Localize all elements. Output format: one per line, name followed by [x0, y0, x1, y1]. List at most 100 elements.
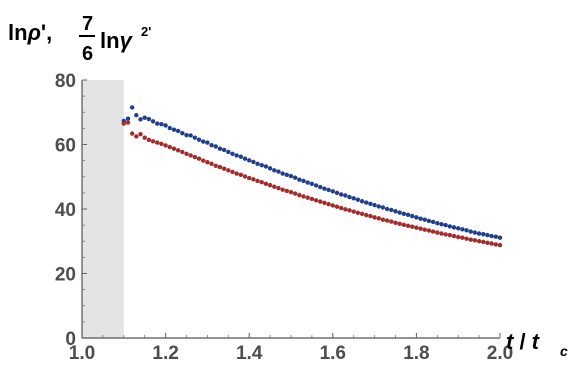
data-point-series-1: [267, 166, 273, 171]
data-point-series-2: [184, 151, 189, 157]
data-point-series-2: [456, 234, 461, 240]
data-point-series-2: [468, 237, 473, 242]
data-point-series-2: [272, 184, 277, 189]
y-label-frac-num: 7: [82, 13, 93, 35]
data-point-series-2: [414, 225, 419, 230]
y-tick-label: 60: [55, 136, 76, 157]
data-point-series-2: [297, 192, 302, 198]
data-point-series-1: [334, 190, 340, 196]
data-point-series-1: [359, 199, 365, 204]
data-point-series-1: [230, 151, 235, 157]
data-point-series-2: [288, 190, 294, 195]
data-point-series-1: [447, 224, 453, 229]
ticks: 1.0 1.2 1.4 1.6 1.8 2.0 0 20 40 60 80: [55, 71, 513, 364]
y-label-frac-den: 6: [82, 43, 93, 65]
data-point-series-1: [297, 177, 302, 182]
data-point-series-2: [209, 161, 214, 167]
data-point-series-2: [213, 163, 218, 168]
data-point-series-2: [234, 171, 239, 176]
data-point-series-2: [259, 180, 264, 185]
data-point-series-1: [451, 225, 457, 230]
data-point-series-1: [343, 193, 348, 198]
data-point-series-1: [397, 210, 402, 215]
data-point-series-2: [230, 169, 235, 175]
data-point-series-2: [397, 221, 402, 227]
data-point-series-1: [414, 215, 419, 220]
svg-text:lnρ',: lnρ',: [8, 20, 52, 45]
data-point-series-2: [267, 182, 273, 188]
data-point-series-2: [247, 175, 252, 181]
data-point-series-1: [430, 219, 436, 225]
data-point-series-2: [447, 232, 453, 238]
data-point-series-2: [301, 194, 306, 199]
data-point-series-1: [226, 149, 231, 155]
data-point-series-1: [163, 123, 168, 128]
data-point-series-1: [322, 186, 327, 191]
x-label-slash: /: [513, 329, 531, 354]
y-label-ln2: ln: [100, 28, 120, 53]
data-point-series-1: [305, 180, 310, 185]
data-point-series-2: [443, 232, 448, 237]
data-point-series-1: [292, 175, 298, 180]
data-point-series-2: [368, 213, 373, 219]
data-point-series-1: [138, 117, 143, 122]
data-point-series-1: [146, 116, 152, 122]
data-point-series-2: [439, 231, 444, 236]
data-point-series-1: [318, 184, 323, 190]
data-point-series-1: [384, 206, 390, 212]
data-point-series-2: [343, 207, 348, 212]
data-point-series-2: [497, 242, 503, 248]
data-point-series-2: [280, 187, 285, 192]
data-point-series-2: [318, 199, 323, 204]
data-point-series-2: [464, 236, 469, 241]
data-point-series-1: [351, 196, 356, 201]
data-point-series-1: [439, 221, 444, 227]
data-point-series-1: [338, 192, 344, 197]
data-point-series-2: [192, 154, 198, 160]
data-point-series-1: [347, 194, 352, 200]
data-point-series-2: [150, 139, 156, 144]
data-point-series-1: [196, 137, 202, 142]
data-point-series-2: [451, 233, 457, 239]
data-point-series-1: [355, 197, 361, 202]
data-point-series-1: [330, 189, 335, 194]
data-point-series-2: [134, 134, 139, 139]
data-point-series-1: [180, 131, 185, 136]
data-point-series-1: [247, 158, 252, 163]
data-point-series-2: [430, 229, 436, 234]
data-point-series-1: [159, 121, 164, 127]
data-point-series-2: [376, 216, 381, 221]
y-tick-label: 80: [55, 71, 76, 92]
data-point-series-1: [326, 187, 331, 193]
data-point-series-2: [313, 198, 319, 203]
data-point-series-1: [364, 200, 369, 205]
data-point-series-1: [376, 204, 381, 209]
data-point-series-1: [372, 202, 377, 208]
data-point-series-1: [221, 147, 227, 153]
data-point-series-1: [171, 127, 177, 132]
data-point-series-1: [288, 173, 294, 179]
data-point-series-2: [125, 120, 131, 125]
data-point-series-1: [238, 154, 244, 159]
x-tick-label: 1.4: [236, 343, 263, 364]
data-point-series-2: [205, 160, 210, 165]
data-point-series-1: [456, 226, 461, 231]
data-point-series-2: [121, 121, 127, 126]
data-point-series-1: [489, 233, 494, 239]
data-point-series-1: [213, 144, 218, 149]
data-point-series-2: [489, 241, 494, 246]
svg-text:t / t: t / t: [506, 329, 541, 354]
data-point-series-1: [435, 220, 440, 226]
data-point-series-2: [426, 228, 432, 233]
data-point-series-2: [142, 135, 147, 140]
data-point-series-2: [364, 212, 369, 218]
data-point-series-2: [485, 240, 490, 246]
data-point-series-2: [221, 166, 227, 171]
x-tick-label: 2.0: [487, 343, 513, 364]
x-tick-label: 1.0: [69, 343, 95, 364]
data-point-series-1: [272, 168, 277, 173]
data-point-series-2: [255, 178, 260, 184]
data-point-series-1: [313, 183, 319, 188]
data-point-series-2: [196, 156, 202, 161]
